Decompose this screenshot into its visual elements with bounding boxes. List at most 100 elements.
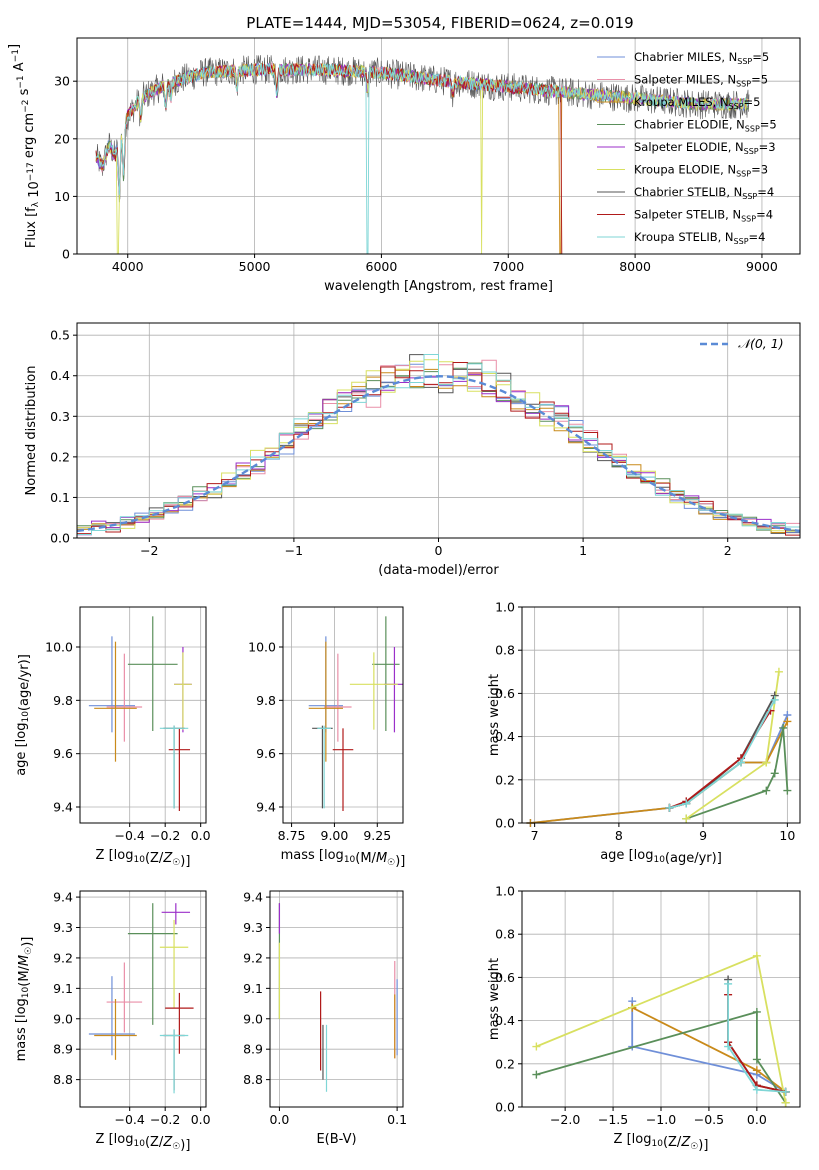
legend-label: Kroupa STELIB, NSSP=4 bbox=[634, 230, 765, 246]
errorbar-point-1 bbox=[106, 653, 143, 742]
y-tick-label: 10.0 bbox=[45, 640, 73, 655]
y-tick-label: 0.2 bbox=[495, 1056, 515, 1071]
y-axis-label: mass [log10(M/M☉)] bbox=[14, 937, 35, 1062]
spectrum-series-7 bbox=[95, 63, 749, 254]
x-tick-label: 8.75 bbox=[278, 828, 306, 843]
y-tick-label: 9.4 bbox=[53, 800, 73, 815]
weight-marker bbox=[737, 758, 746, 767]
x-tick-label: 9.25 bbox=[363, 828, 391, 843]
y-tick-label: 0.2 bbox=[495, 772, 515, 787]
y-tick-label: 9.3 bbox=[243, 920, 263, 935]
y-axis-label: mass weight bbox=[487, 674, 502, 756]
x-axis-label: mass [log10(M/M☉)] bbox=[281, 848, 406, 869]
legend-label: Kroupa ELODIE, NSSP=3 bbox=[634, 163, 768, 179]
errorbar-point-0 bbox=[88, 636, 136, 733]
weight-marker bbox=[532, 1070, 541, 1079]
weight-marker bbox=[752, 951, 761, 960]
legend-label: 𝒩(0, 1) bbox=[738, 336, 784, 351]
errorbar-point-0 bbox=[88, 976, 136, 1056]
weight-marker bbox=[762, 758, 771, 767]
y-tick-label: 0.6 bbox=[495, 686, 515, 701]
y-tick-label: 9.6 bbox=[256, 746, 276, 761]
errorbar-point-8 bbox=[317, 725, 331, 809]
plot-frame bbox=[76, 37, 801, 255]
y-tick-label: 0 bbox=[62, 247, 70, 262]
legend-label: Kroupa MILES, NSSP=5 bbox=[634, 95, 760, 111]
x-tick-label: −0.5 bbox=[694, 1112, 724, 1127]
y-tick-label: 9.2 bbox=[53, 950, 73, 965]
x-tick-label: 0.0 bbox=[191, 1112, 211, 1127]
errorbar-point-7 bbox=[165, 992, 194, 1054]
x-tick-label: −0.2 bbox=[150, 828, 180, 843]
legend-label: Salpeter STELIB, NSSP=4 bbox=[634, 208, 773, 224]
weight-marker bbox=[752, 1007, 761, 1016]
y-tick-label: 9.4 bbox=[256, 800, 276, 815]
errorbar-point-2 bbox=[308, 641, 343, 762]
age-vs-mass-panel: 8.75 9.00 9.25 9.4 9.6 9.8 10.0 mass [log10(M/M… bbox=[248, 606, 406, 869]
weight-series-7 bbox=[669, 710, 772, 809]
y-tick-label: 0.0 bbox=[50, 531, 70, 546]
y-tick-label: 0.2 bbox=[50, 449, 70, 464]
weight-marker bbox=[781, 1098, 790, 1107]
y-tick-label: 0.1 bbox=[50, 490, 70, 505]
x-axis-label: wavelength [Angstrom, rest frame] bbox=[324, 279, 553, 294]
errorbar-point-1 bbox=[324, 653, 352, 742]
mass-vs-Z-panel: −0.4 −0.2 0.0 8.8 8.9 9.0 9.1 9.2 9.3 9.4 Z [log10… bbox=[14, 890, 211, 1153]
legend-label: Salpeter MILES, NSSP=5 bbox=[634, 73, 768, 89]
y-tick-label: 0.4 bbox=[495, 729, 515, 744]
y-tick-label: 0.4 bbox=[495, 1013, 515, 1028]
x-tick-label: −1 bbox=[285, 543, 303, 558]
y-axis-label: Normed distribution bbox=[24, 366, 39, 496]
y-tick-label: 0.0 bbox=[495, 1100, 515, 1115]
weight-marker bbox=[774, 667, 783, 676]
mass-vs-ebv-panel: 0.0 0.1 8.8 8.9 9.0 9.1 9.2 9.3 9.4 E(B-V) bbox=[243, 890, 407, 1147]
y-axis-label: age [log10(age/yr)] bbox=[14, 654, 32, 776]
weight-marker bbox=[724, 1042, 733, 1051]
weight-series-6 bbox=[669, 695, 776, 809]
errorbar-point-3 bbox=[372, 616, 400, 731]
y-tick-label: 0.8 bbox=[495, 643, 515, 658]
weight-vs-Z-panel: −2.0 −1.5 −1.0 −0.5 0.0 0.0 0.2 0.4 0.6 0.8 1.0 Z [… bbox=[487, 884, 801, 1153]
weight-marker bbox=[783, 786, 792, 795]
residuals-panel: −2 −1 0 1 2 0.0 0.1 0.2 0.3 0.4 0.5 (data-model)/er… bbox=[24, 322, 801, 578]
plot-frame bbox=[282, 606, 404, 824]
x-tick-label: 1 bbox=[579, 543, 587, 558]
plot-frame bbox=[521, 606, 801, 824]
y-tick-label: 0.0 bbox=[495, 816, 515, 831]
age-vs-Z-panel: −0.4 −0.2 0.0 9.4 9.6 9.8 10.0 Z [log10(Z/Z☉)] a… bbox=[14, 606, 211, 869]
legend-label: Salpeter ELODIE, NSSP=3 bbox=[634, 140, 776, 156]
weight-marker bbox=[532, 1042, 541, 1051]
errorbar-point-2 bbox=[94, 999, 137, 1060]
y-tick-label: 10 bbox=[54, 189, 70, 204]
errorbar-point-4 bbox=[161, 903, 191, 925]
y-tick-label: 8.8 bbox=[53, 1072, 73, 1087]
x-axis-label: E(B-V) bbox=[316, 1132, 356, 1147]
errorbar-point-8 bbox=[159, 725, 189, 809]
weight-series-8 bbox=[727, 983, 786, 1093]
y-tick-label: 8.9 bbox=[53, 1042, 73, 1057]
x-tick-label: −0.4 bbox=[115, 1112, 145, 1127]
y-tick-label: 8.9 bbox=[243, 1042, 263, 1057]
x-tick-label: −1.5 bbox=[598, 1112, 628, 1127]
x-tick-label: 5000 bbox=[239, 259, 271, 274]
errorbar-point-5 bbox=[349, 652, 398, 730]
x-tick-label: 8 bbox=[615, 828, 623, 843]
y-axis-label: mass weight bbox=[487, 958, 502, 1040]
y-tick-label: 8.8 bbox=[243, 1072, 263, 1087]
x-tick-label: 8000 bbox=[619, 259, 651, 274]
x-tick-label: 7000 bbox=[492, 259, 524, 274]
weight-marker bbox=[682, 799, 691, 808]
weight-marker bbox=[779, 723, 788, 732]
y-tick-label: 9.8 bbox=[53, 693, 73, 708]
y-tick-label: 9.0 bbox=[53, 1011, 73, 1026]
errorbar-point-3 bbox=[127, 616, 178, 731]
spectrum-legend: Chabrier MILES, NSSP=5 Salpeter MILES, NS… bbox=[597, 50, 777, 246]
x-axis-label: (data-model)/error bbox=[378, 563, 499, 578]
x-tick-label: −0.2 bbox=[150, 1112, 180, 1127]
weight-series-5 bbox=[685, 671, 780, 820]
weight-series-3 bbox=[536, 1010, 787, 1104]
weight-marker bbox=[781, 1087, 790, 1096]
x-tick-label: −2 bbox=[140, 543, 158, 558]
x-tick-label: −1.0 bbox=[646, 1112, 676, 1127]
